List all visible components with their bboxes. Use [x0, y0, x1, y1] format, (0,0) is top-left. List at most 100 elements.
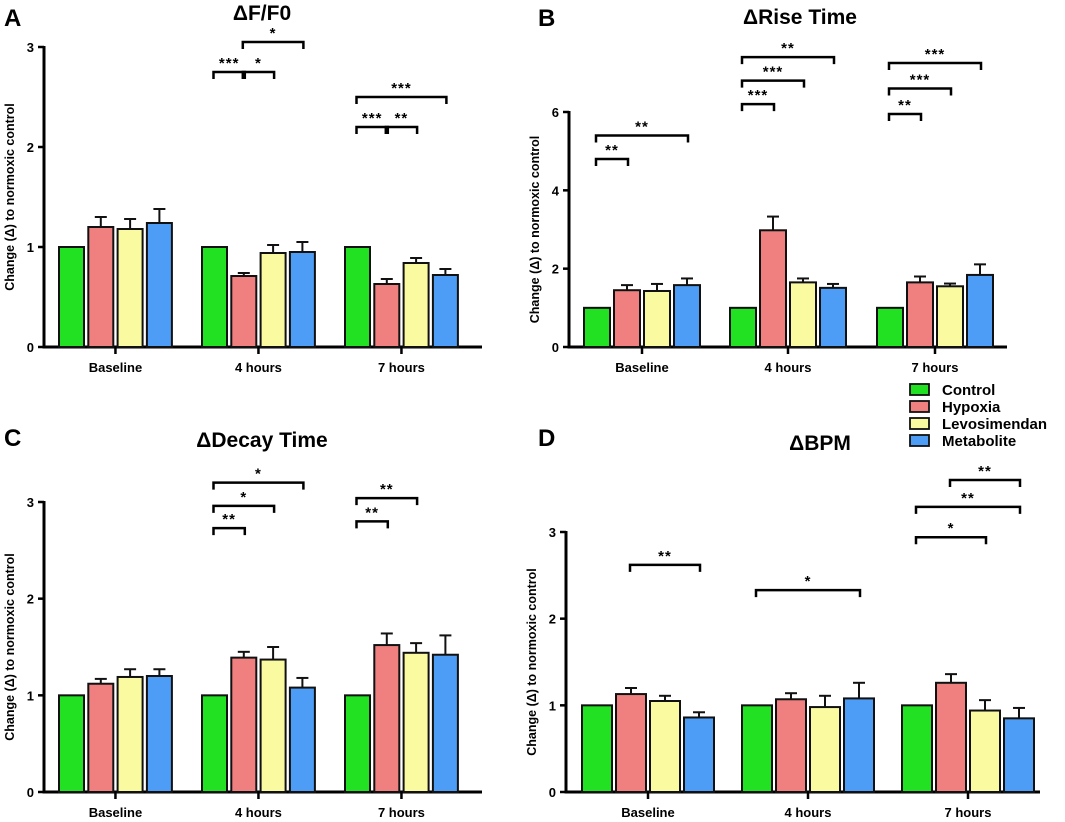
bar-levosimendan [259, 658, 287, 793]
significance-bracket [355, 520, 390, 529]
significance-label: ** [978, 463, 992, 480]
y-tick-label: 0 [27, 340, 34, 355]
y-tick-label: 3 [27, 40, 34, 55]
bar-control [901, 704, 933, 793]
bar-control [741, 704, 773, 793]
x-tick-label: 4 hours [785, 805, 832, 820]
y-tick-label: 0 [552, 340, 559, 355]
significance-bracket [594, 157, 630, 166]
bar-hypoxia [87, 226, 115, 348]
x-tick-label: 4 hours [235, 805, 282, 820]
y-tick-label: 2 [27, 140, 34, 155]
significance-label: ** [365, 504, 379, 521]
significance-label: *** [910, 72, 931, 89]
significance-label: * [948, 520, 955, 537]
significance-label: ** [222, 511, 236, 528]
panel-title: ΔDecay Time [196, 429, 327, 452]
x-tick-label: 7 hours [945, 805, 992, 820]
legend-swatch-levosimendan [909, 417, 930, 430]
bar-control [581, 704, 613, 793]
panel-title: ΔF/F0 [233, 2, 291, 25]
significance-bracket [740, 55, 836, 65]
bar-levosimendan [402, 651, 430, 793]
bar-hypoxia [615, 693, 647, 793]
legend-label: Control [942, 382, 995, 399]
x-tick-label: Baseline [89, 360, 142, 375]
panel-letter: B [538, 5, 555, 32]
y-tick-label: 2 [27, 592, 34, 607]
bar-levosimendan [649, 700, 681, 793]
significance-bracket [914, 505, 1022, 514]
significance-bracket [384, 125, 419, 134]
y-tick-label: 3 [549, 525, 556, 540]
bar-metabolite [288, 686, 316, 793]
bar-metabolite [819, 286, 847, 349]
x-tick-label: Baseline [89, 805, 142, 820]
y-tick-label: 1 [27, 688, 34, 703]
significance-bracket [887, 61, 983, 71]
significance-label: ** [961, 490, 975, 507]
bar-control [729, 306, 757, 349]
bar-control [876, 306, 904, 349]
significance-bracket [355, 125, 390, 134]
y-tick-label: 0 [27, 785, 34, 800]
bar-hypoxia [935, 681, 967, 793]
bar-levosimendan [402, 262, 430, 348]
bar-control [344, 246, 371, 348]
panel-d: D ΔBPM Change (Δ) to normoxic control 0 1 2 3 B… [525, 425, 1040, 820]
bar-metabolite [431, 274, 459, 348]
x-tick-label: 7 hours [912, 360, 959, 375]
x-tick-label: 4 hours [765, 360, 812, 375]
significance-bracket [948, 478, 1022, 487]
bar-hypoxia [759, 229, 787, 349]
y-axis-label: Change (Δ) to normoxic control [3, 553, 17, 740]
significance-bracket [241, 70, 276, 79]
x-tick-label: 7 hours [378, 360, 425, 375]
significance-label: * [240, 489, 247, 506]
y-axis-label: Change (Δ) to normoxic control [3, 103, 17, 290]
y-tick-label: 2 [552, 262, 559, 277]
bar-control [344, 694, 371, 793]
bar-metabolite [843, 697, 875, 794]
bar-levosimendan [259, 252, 287, 348]
significance-bracket [355, 496, 419, 506]
bar-control [58, 246, 85, 348]
bar-metabolite [288, 251, 316, 348]
significance-bracket [887, 112, 923, 121]
panel-a: A ΔF/F0 Change (Δ) to normoxic control 0 1 2 3… [3, 2, 482, 375]
y-tick-label: 2 [549, 612, 556, 627]
panel-letter: A [4, 5, 21, 32]
legend-swatch-hypoxia [909, 400, 930, 413]
legend-label: Levosimendan [942, 416, 1047, 433]
panel-letter: C [4, 425, 21, 452]
significance-bracket [594, 134, 690, 143]
y-tick-label: 1 [27, 240, 34, 255]
bar-hypoxia [906, 281, 934, 348]
y-tick-label: 6 [552, 105, 559, 120]
significance-bracket [212, 70, 247, 79]
bar-control [58, 694, 85, 793]
bar-levosimendan [809, 706, 841, 793]
legend-label: Hypoxia [942, 399, 1001, 416]
bar-metabolite [966, 273, 994, 348]
legend-swatch-metabolite [909, 434, 930, 447]
significance-label: ** [898, 97, 912, 114]
significance-bracket [740, 102, 776, 112]
significance-label: * [255, 466, 262, 483]
significance-bracket [740, 79, 806, 88]
bar-metabolite [431, 653, 459, 793]
significance-bracket [887, 87, 953, 96]
significance-label: ** [380, 481, 394, 498]
bar-hypoxia [373, 283, 401, 348]
y-tick-label: 1 [549, 698, 556, 713]
significance-label: * [805, 573, 812, 590]
bar-hypoxia [775, 698, 807, 793]
bar-metabolite [673, 284, 701, 349]
significance-bracket [212, 526, 247, 536]
bar-metabolite [145, 675, 173, 793]
bar-levosimendan [789, 281, 817, 348]
bar-control [583, 306, 611, 349]
bar-control [201, 694, 228, 793]
y-tick-label: 3 [27, 495, 34, 510]
